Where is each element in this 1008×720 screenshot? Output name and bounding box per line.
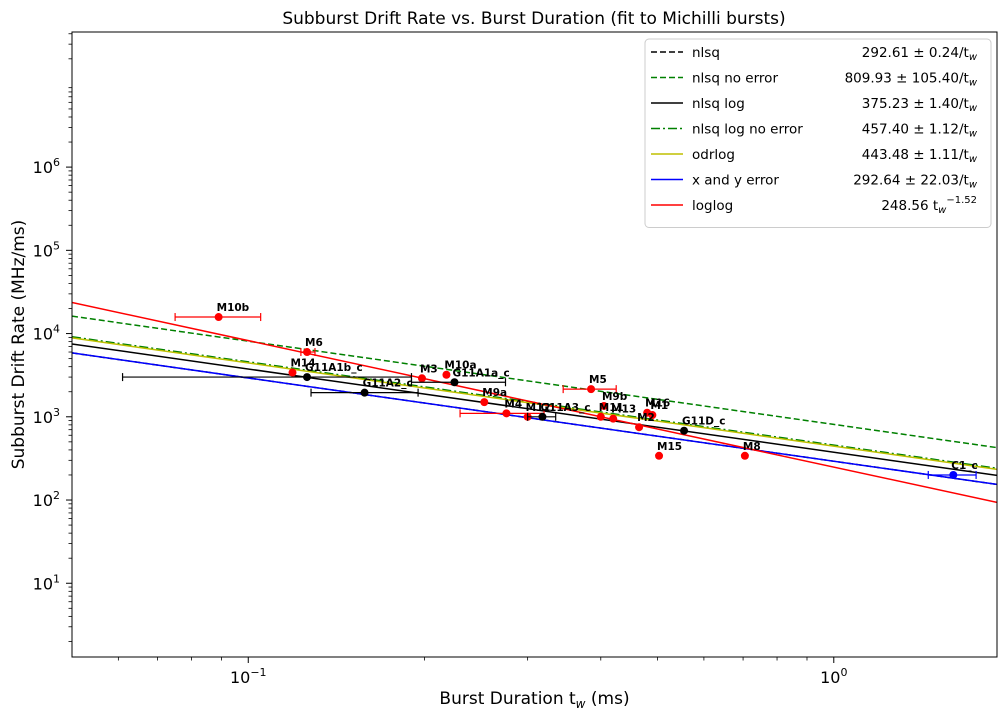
point-m4 — [502, 409, 511, 418]
point-g11d-c — [680, 426, 689, 435]
point-label-m15: M15 — [657, 441, 682, 453]
point-label-m5: M5 — [589, 374, 607, 386]
point-label-m3: M3 — [420, 363, 438, 375]
legend-value: 292.64 ± 22.03/tw — [853, 173, 978, 191]
legend-value: 443.48 ± 1.11/tw — [862, 147, 978, 165]
point-m9b — [599, 401, 608, 410]
point-label-m11: M11 — [599, 402, 624, 414]
legend-name: nlsq log — [692, 96, 745, 112]
point-label-m2: M2 — [637, 412, 655, 424]
point-label-m6: M6 — [305, 337, 323, 349]
point-g11a1a-c — [450, 378, 459, 387]
point-label-m16: M16 — [645, 398, 670, 410]
chart-title: Subburst Drift Rate vs. Burst Duration (… — [282, 9, 785, 29]
legend-entry-nlsq-log-no-error: nlsq log no error 457.40 ± 1.12/tw — [651, 122, 978, 140]
fit-line-nlsq-log — [72, 343, 997, 477]
legend-entry-nlsq: nlsq 292.61 ± 0.24/tw — [651, 45, 978, 63]
legend-name: loglog — [692, 198, 733, 214]
legend-value: 809.93 ± 105.40/tw — [845, 71, 978, 89]
x-axis-label-text: Burst Duration tw (ms) — [439, 689, 629, 711]
point-m2 — [635, 423, 644, 432]
legend-box — [644, 38, 992, 228]
point-label-m13: M13 — [611, 404, 636, 416]
point-label-c1-c: C1_c — [951, 460, 978, 472]
point-m10a — [442, 370, 451, 379]
y-axis-label: Subburst Drift Rate (MHz/ms) — [9, 220, 29, 470]
point-m5 — [587, 385, 596, 394]
legend-name: odrlog — [692, 147, 735, 163]
legend: nlsq 292.61 ± 0.24/tw nlsq no error 809.93 … — [644, 38, 992, 228]
legend-name: nlsq — [692, 45, 720, 61]
point-label-m4: M4 — [504, 398, 522, 410]
fit-line-x-and-y-error — [72, 352, 997, 486]
point-m10b — [214, 313, 223, 322]
point-label-m14: M14 — [290, 358, 315, 370]
point-label-m9a: M9a — [482, 387, 507, 399]
point-label-m10a: M10a — [444, 360, 476, 372]
legend-entry-odrlog: odrlog 443.48 ± 1.11/tw — [651, 147, 978, 165]
point-m9a — [480, 398, 489, 407]
point-label-g11d-c: G11D_c — [682, 416, 725, 428]
point-label-m9b: M9b — [602, 391, 628, 403]
point-g11a1b-c — [303, 373, 312, 382]
point-m8 — [740, 451, 749, 460]
point-m15 — [655, 451, 664, 460]
plot-frame — [71, 31, 998, 658]
point-label-m8: M8 — [743, 441, 761, 453]
legend-value: 292.61 ± 0.24/tw — [862, 45, 978, 63]
point-g11a3-c — [538, 412, 547, 421]
point-m13 — [609, 414, 618, 423]
point-label-g11a2-c: G11A2_c — [363, 378, 413, 390]
legend-name: x and y error — [692, 173, 779, 189]
x-axis-label: Burst Duration tw (ms) — [439, 689, 629, 711]
point-label-g11a3-c: G11A3_c — [540, 402, 590, 414]
legend-value: 375.23 ± 1.40/tw — [862, 96, 978, 114]
point-g11a2-c — [360, 388, 369, 397]
fit-line-nlsq-no-error — [72, 315, 997, 449]
fit-line-loglog — [72, 301, 997, 504]
legend-value: 457.40 ± 1.12/tw — [862, 122, 978, 140]
point-m14 — [288, 368, 297, 377]
point-m11 — [596, 412, 605, 421]
point-label-g11a1b-c: G11A1b_c — [305, 362, 363, 374]
point-m6 — [303, 348, 312, 357]
point-m3 — [417, 374, 426, 383]
legend-name: nlsq no error — [692, 71, 778, 87]
point-label-m10b: M10b — [217, 302, 250, 314]
point-c1-c — [949, 470, 958, 479]
legend-entry-nlsq-no-error: nlsq no error 809.93 ± 105.40/tw — [651, 71, 978, 89]
fit-lines — [72, 301, 997, 504]
error-bar-g11a1a-c — [410, 378, 507, 387]
point-label-g11a1a-c: G11A1a_c — [452, 367, 509, 379]
point-label-m1: M1 — [650, 400, 668, 412]
point-label-m12: M12 — [526, 402, 551, 414]
point-m1 — [648, 411, 657, 420]
data-points — [121, 313, 977, 479]
fit-line-odrlog — [72, 337, 997, 471]
legend-entry-nlsq-log: nlsq log 375.23 ± 1.40/tw — [651, 96, 978, 114]
legend-entry-x-and-y-error: x and y error 292.64 ± 22.03/tw — [651, 173, 978, 191]
y-axis-label-text: Subburst Drift Rate (MHz/ms) — [9, 220, 29, 470]
legend-name: nlsq log no error — [692, 122, 803, 138]
